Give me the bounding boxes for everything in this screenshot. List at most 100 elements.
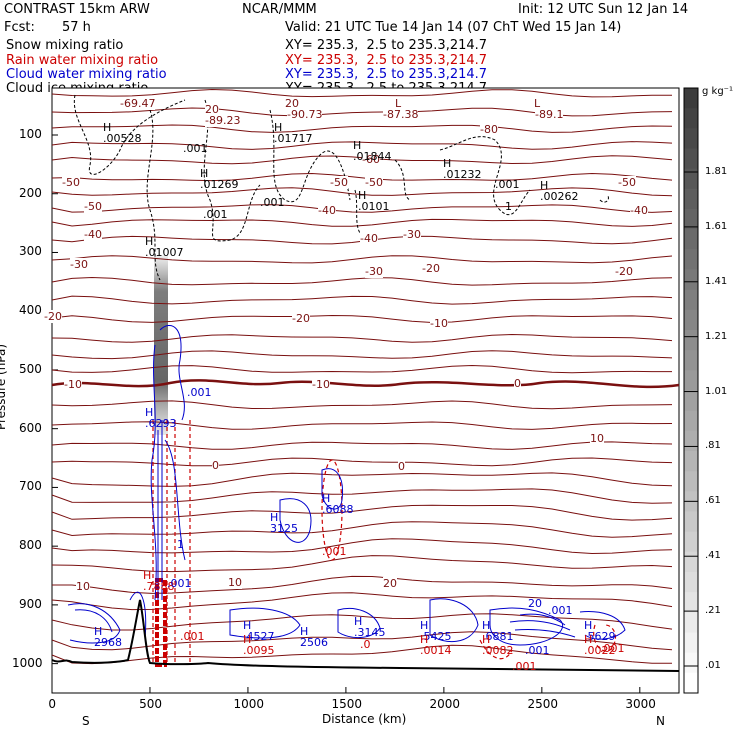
colorbar-band [684,511,698,533]
extremum-kind: H [482,619,491,632]
colorbar-band [684,652,698,674]
isotherm-line [51,400,673,410]
y-tick-label: 200 [19,185,42,200]
org-title: NCAR/MMM [242,2,317,17]
isotherm-label: -50 [84,200,102,213]
extremum-label: H .01007 [145,236,184,258]
isotherm-line [51,457,673,467]
extremum-value: .0022 [584,644,616,657]
contour-value-label: .001 [183,142,208,155]
isotherm-label: -20 [422,262,440,275]
isotherm-label: -40 [360,232,378,245]
isotherm-label: 0 [514,377,521,390]
colorbar-label: 1.41 [705,275,728,287]
isotherm-line [51,276,673,286]
colorbar-band [684,370,698,391]
contour-value-label: 1 [177,538,184,551]
isotherm-label: 10 [590,432,604,445]
extremum-value: .0014 [420,644,452,657]
extremum-value: .01007 [145,246,184,259]
y-tick-label: 1000 [12,655,43,670]
isotherm-line [51,314,673,324]
colorbar-band [684,471,698,492]
isotherm-label: 10 [228,576,242,589]
extremum-label: H .0022 [584,634,616,656]
y-tick-label: 800 [19,538,42,553]
extremum-value: .01269 [200,178,239,191]
colorbar-band [684,531,698,553]
extremum-label: H .00528 [103,122,142,144]
extremum-label: H .5629 [584,620,616,642]
extremum-label: H .01717 [274,122,313,144]
extremum-kind: H [145,235,154,248]
isotherm-line [51,538,673,555]
isotherm-line [51,521,673,538]
extremum-value: .0095 [243,644,275,657]
isotherm-line [51,88,673,98]
colorbar-band [684,289,698,311]
colorbar-label: .61 [705,495,721,507]
x-tick-label: 1500 [331,697,363,711]
extremum-kind: H [420,633,429,646]
isotherm-label: 20 [285,97,299,110]
x-tick-label: 2500 [527,697,558,711]
extremum-label: H .5425 [420,620,452,642]
extremum-kind: H [443,157,452,170]
contour-value-label: 20 [528,597,542,610]
isotherm-label: -80 [480,123,498,136]
extremum-label: H .01269 [200,168,239,190]
extremum-kind: H [274,121,283,134]
colorbar-band [684,390,698,412]
extremum-kind: H [322,492,331,505]
colorbar-label: 1.21 [705,330,728,342]
isotherm-line [51,295,673,305]
field-label-snow: Snow mixing ratio [6,38,124,53]
isotherm-label: -40 [630,204,648,217]
isotherm-label: -60 [362,153,380,166]
contour-value-label: .001 [167,577,192,590]
colorbar-label: .81 [705,440,721,452]
isotherm-label: -50 [618,176,636,189]
extremum-kind: H [270,511,279,524]
isotherm-line [51,364,672,374]
field-xy-rain: XY= 235.3, 2.5 to 235.3,214.7 [285,53,488,68]
extremum-kind: H [243,633,252,646]
extremum-label: H .7888 [143,570,175,592]
extremum-kind: H [584,619,593,632]
extremum-kind: H [200,167,209,180]
extremum-label: H 2506 [300,626,328,648]
extremum-value: .0101 [358,200,390,213]
extremum-value: 2968 [94,636,122,649]
extremum-label: H .0101 [358,190,390,212]
y-tick-label: 400 [19,303,42,318]
contour-value-label: .001 [548,604,573,617]
colorbar-band [684,350,698,371]
x-tick-label: 500 [139,697,163,711]
x-tick-label: 1000 [233,697,265,711]
colorbar-band [684,88,698,109]
isotherm-line [51,218,673,227]
isotherm-line [51,172,673,182]
x-tick-label: 2000 [429,697,461,711]
contour-value-label: .001 [600,642,625,655]
contour-value-label: .001 [512,660,537,673]
extremum-kind: H [145,406,154,419]
y-tick-label: 900 [19,596,42,611]
colorbar-label: 1.61 [705,220,728,232]
isotherm-label: -40 [84,228,102,241]
isotherm-line [51,350,673,360]
isotherm-label: -30 [365,265,383,278]
isotherm-label: 20 [205,103,219,116]
field-label-cloud-water: Cloud water mixing ratio [6,67,167,82]
forecast-label: Fcst: [4,20,35,35]
colorbar-label: 1.81 [705,166,728,177]
extremum-kind: H [354,615,363,628]
x-axis-label: Distance (km) [322,712,407,726]
field-xy-snow: XY= 235.3, 2.5 to 235.3,214.7 [285,38,488,53]
extremum-label: H .6881 [482,620,514,642]
extremum-value: 2506 [300,636,328,649]
extremum-value: .5425 [420,630,452,643]
extremum-label: H .0082 [482,634,514,656]
contour-value-label: .001 [322,545,347,558]
y-tick-label: 700 [19,479,42,494]
